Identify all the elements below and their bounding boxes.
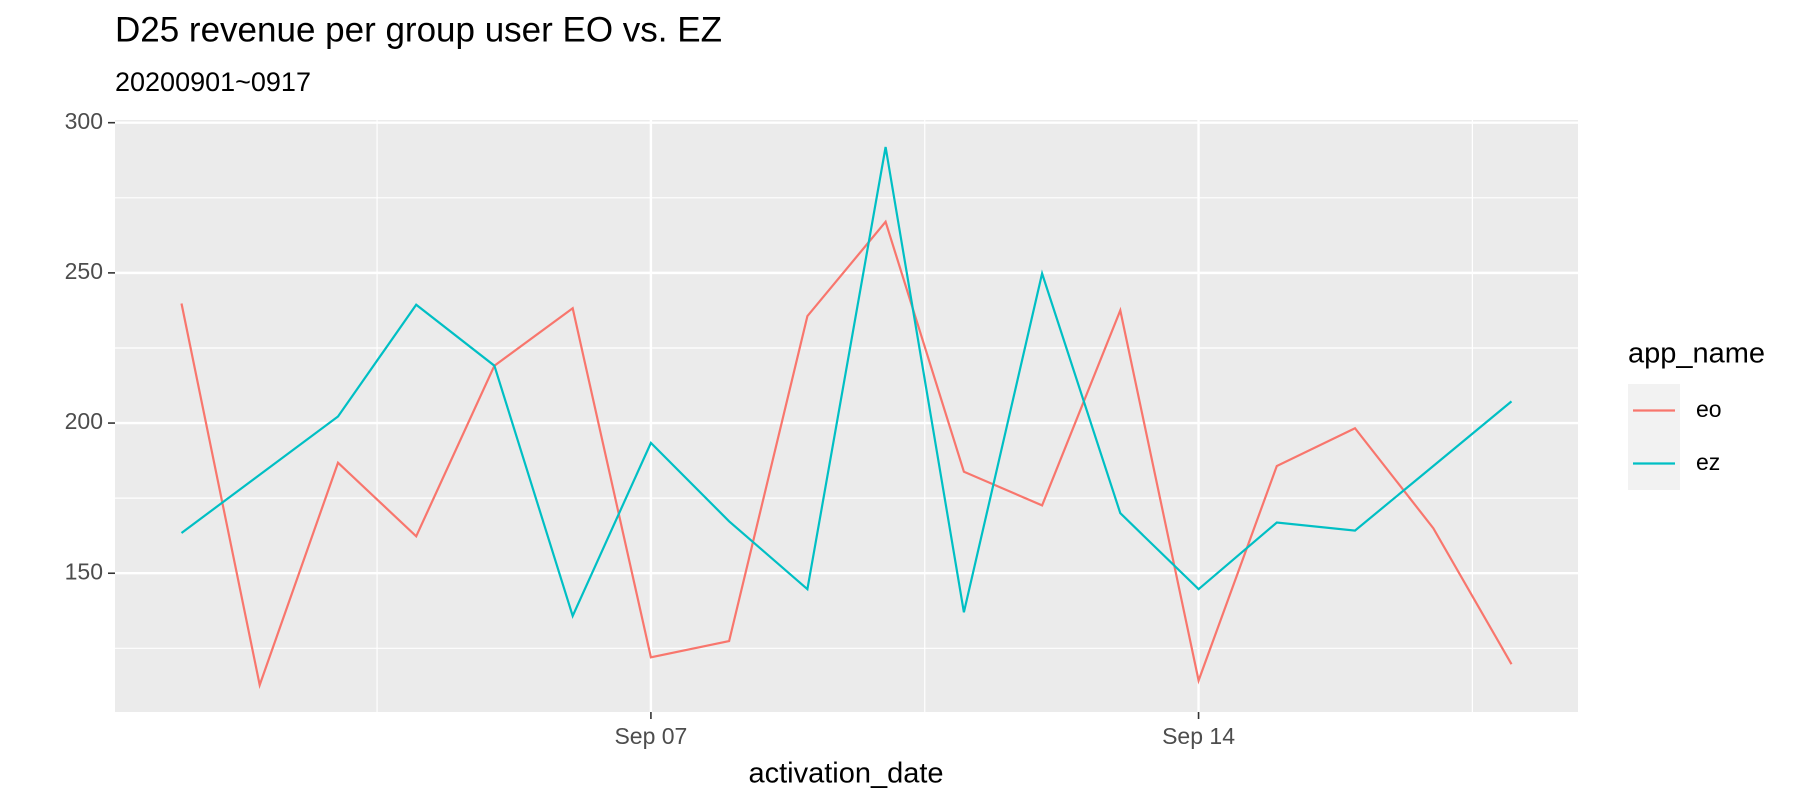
chart-title: D25 revenue per group user EO vs. EZ: [115, 10, 722, 49]
x-axis-label: activation_date: [748, 758, 943, 790]
chart-subtitle: 20200901~0917: [115, 67, 311, 97]
legend-label: ez: [1696, 449, 1720, 475]
series-line: [180, 146, 1513, 619]
y-tick-label: 250: [65, 258, 103, 284]
x-tick-label: Sep 14: [1162, 723, 1235, 749]
y-tick-label: 150: [65, 558, 103, 584]
y-tick-label: 200: [65, 408, 103, 434]
legend-label: eo: [1696, 396, 1722, 422]
panel-background: [115, 120, 1578, 712]
legend-title: app_name: [1628, 338, 1765, 370]
series-line: [180, 219, 1513, 690]
x-tick-label: Sep 07: [614, 723, 687, 749]
y-tick-label: 300: [65, 108, 103, 134]
